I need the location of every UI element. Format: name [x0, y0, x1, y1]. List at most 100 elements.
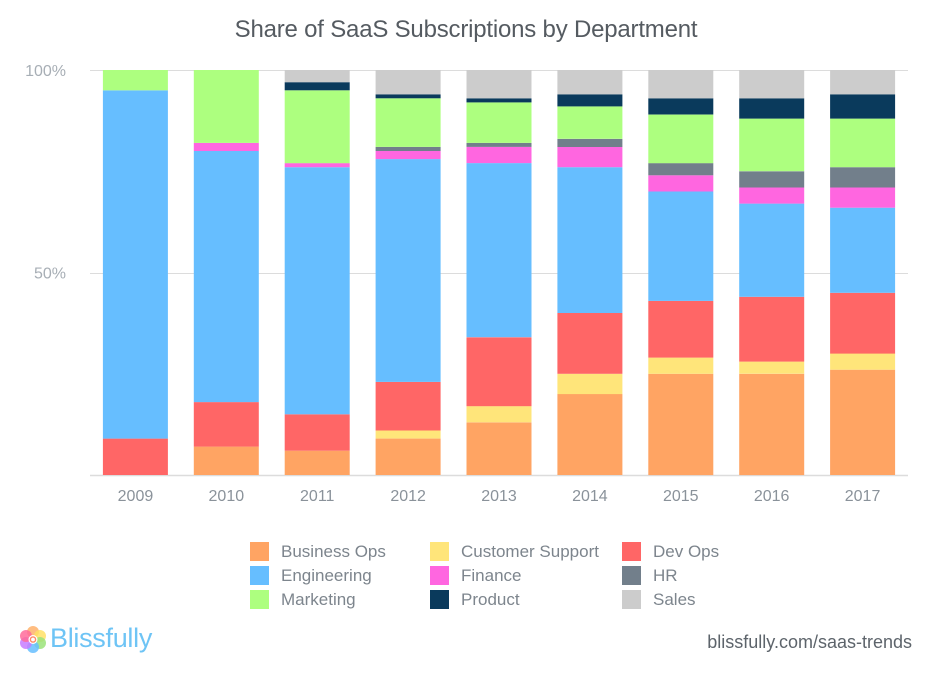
source-link[interactable]: blissfully.com/saas-trends: [707, 632, 912, 652]
legend-swatch: [430, 590, 449, 609]
y-axis-ticks: 50% 100%: [25, 63, 66, 283]
legend-item: Finance: [430, 564, 622, 587]
bar-segment-dev-ops: [193, 402, 259, 447]
bar-stack-2016: [739, 70, 805, 476]
flower-logo-icon: [20, 625, 46, 653]
bar-segment-business-ops: [375, 438, 441, 475]
bar-segment-sales: [466, 70, 532, 99]
bar-segment-dev-ops: [375, 381, 441, 431]
bar-segment-product: [648, 98, 714, 115]
legend-label: Engineering: [281, 565, 372, 585]
bar-segment-hr: [375, 146, 441, 151]
bar-segment-marketing: [193, 70, 259, 143]
stacked-bar-chart: 50% 100% 2009 2010 2011 2012 2013 2014 2015 2016…: [25, 63, 908, 505]
bar-segment-engineering: [648, 191, 714, 301]
bar-segment-marketing: [648, 114, 714, 164]
legend-item: HR: [622, 564, 770, 587]
bar-segment-business-ops: [193, 446, 259, 475]
bar-segment-business-ops: [648, 373, 714, 476]
bar-segment-dev-ops: [466, 337, 532, 407]
legend-label: Dev Ops: [653, 541, 720, 561]
bar-segment-marketing: [466, 102, 532, 143]
chart-title: Share of SaaS Subscriptions by Departmen…: [234, 16, 698, 43]
bar-segment-product: [830, 94, 896, 119]
legend: Business Ops Customer Support Dev Ops Engin…: [250, 540, 770, 611]
bar-segment-marketing: [102, 70, 168, 91]
bar-stack-2012: [375, 70, 441, 475]
bar-segment-sales: [739, 70, 805, 99]
x-tick-label: 2016: [754, 488, 790, 505]
bar-segment-dev-ops: [830, 292, 896, 354]
legend-swatch: [622, 542, 641, 561]
bar-segment-engineering: [739, 203, 805, 297]
bar-segment-finance: [375, 151, 441, 160]
bar-segment-marketing: [284, 90, 350, 164]
x-axis-ticks: 2009 2010 2011 2012 2013 2014 2015 2016 2017: [118, 488, 881, 505]
bar-segment-dev-ops: [648, 300, 714, 358]
bar-segment-dev-ops: [102, 438, 168, 475]
bar-segment-dev-ops: [284, 414, 350, 451]
bar-segment-hr: [648, 163, 714, 176]
bar-segment-engineering: [375, 159, 441, 382]
bar-segment-customer-support: [557, 373, 623, 395]
legend-item: Business Ops: [250, 540, 430, 563]
legend-swatch: [430, 566, 449, 585]
bar-segment-customer-support: [648, 357, 714, 374]
legend-item: Engineering: [250, 564, 430, 587]
x-tick-label: 2015: [663, 488, 699, 505]
bar-segment-finance: [284, 163, 350, 168]
bar-segment-dev-ops: [739, 296, 805, 362]
legend-label: Customer Support: [461, 541, 599, 561]
bar-segment-finance: [557, 146, 623, 168]
bar-segment-finance: [739, 187, 805, 204]
y-tick-label: 100%: [25, 63, 66, 80]
legend-item: Dev Ops: [622, 540, 770, 563]
bar-segment-product: [466, 98, 532, 103]
bar-segment-finance: [193, 142, 259, 151]
bar-segment-engineering: [466, 163, 532, 338]
x-tick-label: 2009: [118, 488, 154, 505]
legend-swatch: [622, 590, 641, 609]
x-tick-label: 2012: [390, 488, 426, 505]
bar-segment-engineering: [557, 167, 623, 313]
bar-segment-business-ops: [284, 450, 350, 475]
bar-stack-2009: [102, 70, 168, 475]
bar-stack-2010: [193, 70, 259, 475]
legend-label: HR: [653, 565, 678, 585]
x-tick-label: 2013: [481, 488, 517, 505]
bar-segment-sales: [375, 70, 441, 95]
bar-segment-sales: [557, 70, 623, 95]
legend-swatch: [250, 542, 269, 561]
bar-segment-finance: [466, 146, 532, 164]
bar-stack-2015: [648, 70, 714, 476]
bar-segment-marketing: [557, 106, 623, 139]
bar-segment-business-ops: [557, 394, 623, 475]
bar-segment-engineering: [284, 167, 350, 415]
bar-segment-engineering: [193, 151, 259, 403]
bar-segment-hr: [466, 142, 532, 147]
bar-segment-finance: [648, 175, 714, 192]
legend-item: Marketing: [250, 588, 430, 611]
bar-segment-customer-support: [375, 430, 441, 439]
bar-segment-customer-support: [739, 361, 805, 374]
bar-segment-dev-ops: [557, 313, 623, 374]
bar-stack-2017: [830, 70, 896, 475]
bar-segment-engineering: [102, 90, 168, 439]
brand-name: Blissfully: [50, 623, 153, 653]
bar-stack-2013: [466, 70, 532, 475]
legend-label: Marketing: [281, 589, 356, 609]
legend-label: Business Ops: [281, 541, 386, 561]
bar-segment-marketing: [830, 118, 896, 168]
legend-label: Product: [461, 589, 520, 609]
bar-segment-business-ops: [830, 369, 896, 475]
bar-segment-business-ops: [466, 422, 532, 475]
brand: Blissfully: [20, 623, 152, 654]
x-tick-label: 2017: [845, 488, 881, 505]
x-tick-label: 2010: [209, 488, 245, 505]
bar-segment-business-ops: [739, 373, 805, 476]
y-tick-label: 50%: [34, 266, 66, 283]
legend-swatch: [250, 566, 269, 585]
legend-item: Product: [430, 588, 622, 611]
legend-swatch: [250, 590, 269, 609]
legend-swatch: [622, 566, 641, 585]
